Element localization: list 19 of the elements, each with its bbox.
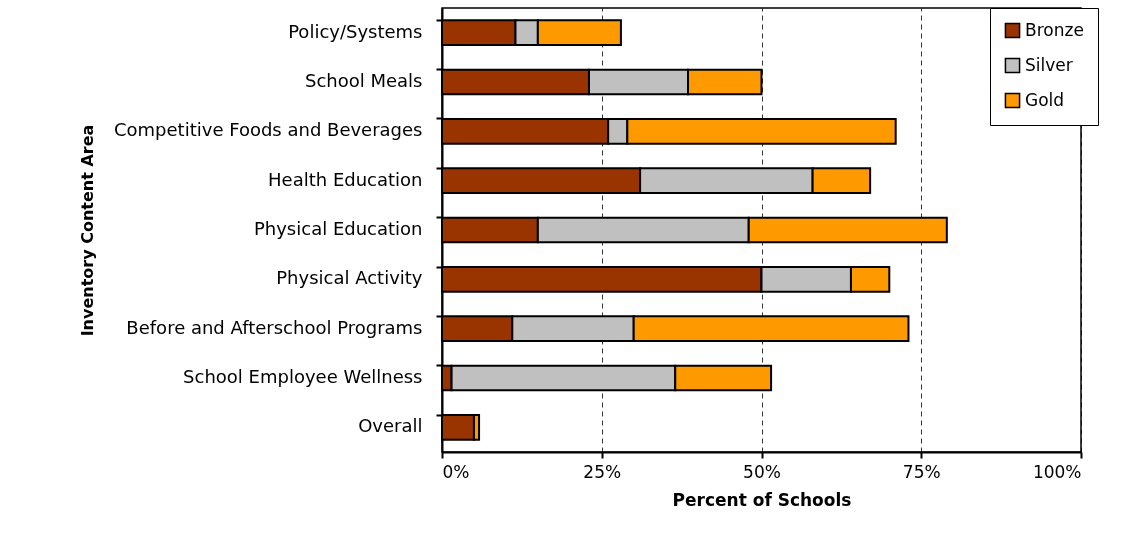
x-axis-title: Percent of Schools [672,489,852,510]
x-tick-label: 100% [1032,461,1082,482]
x-tick-label: 25% [583,461,622,482]
y-tick-label: Before and Afterschool Programs [126,316,423,338]
x-tick-label: 75% [902,461,941,482]
x-tick-label: 50% [743,461,781,482]
y-axis-title: Inventory Content Area [77,124,97,337]
x-tick-label: 0% [442,461,470,482]
legend-label: Bronze [1025,19,1084,40]
y-tick-label: Physical Education [253,218,423,239]
legend-label: Gold [1025,89,1065,110]
y-tick-label: School Meals [305,70,423,91]
y-tick-label: Health Education [268,168,423,190]
legend-label: Silver [1025,54,1073,75]
y-tick-label: Physical Activity [276,267,423,289]
y-tick-label: Policy/Systems [288,20,423,42]
y-tick-label: Competitive Foods and Beverages [114,119,423,141]
y-tick-label: Overall [358,415,423,437]
y-tick-label: School Employee Wellness [183,366,423,387]
